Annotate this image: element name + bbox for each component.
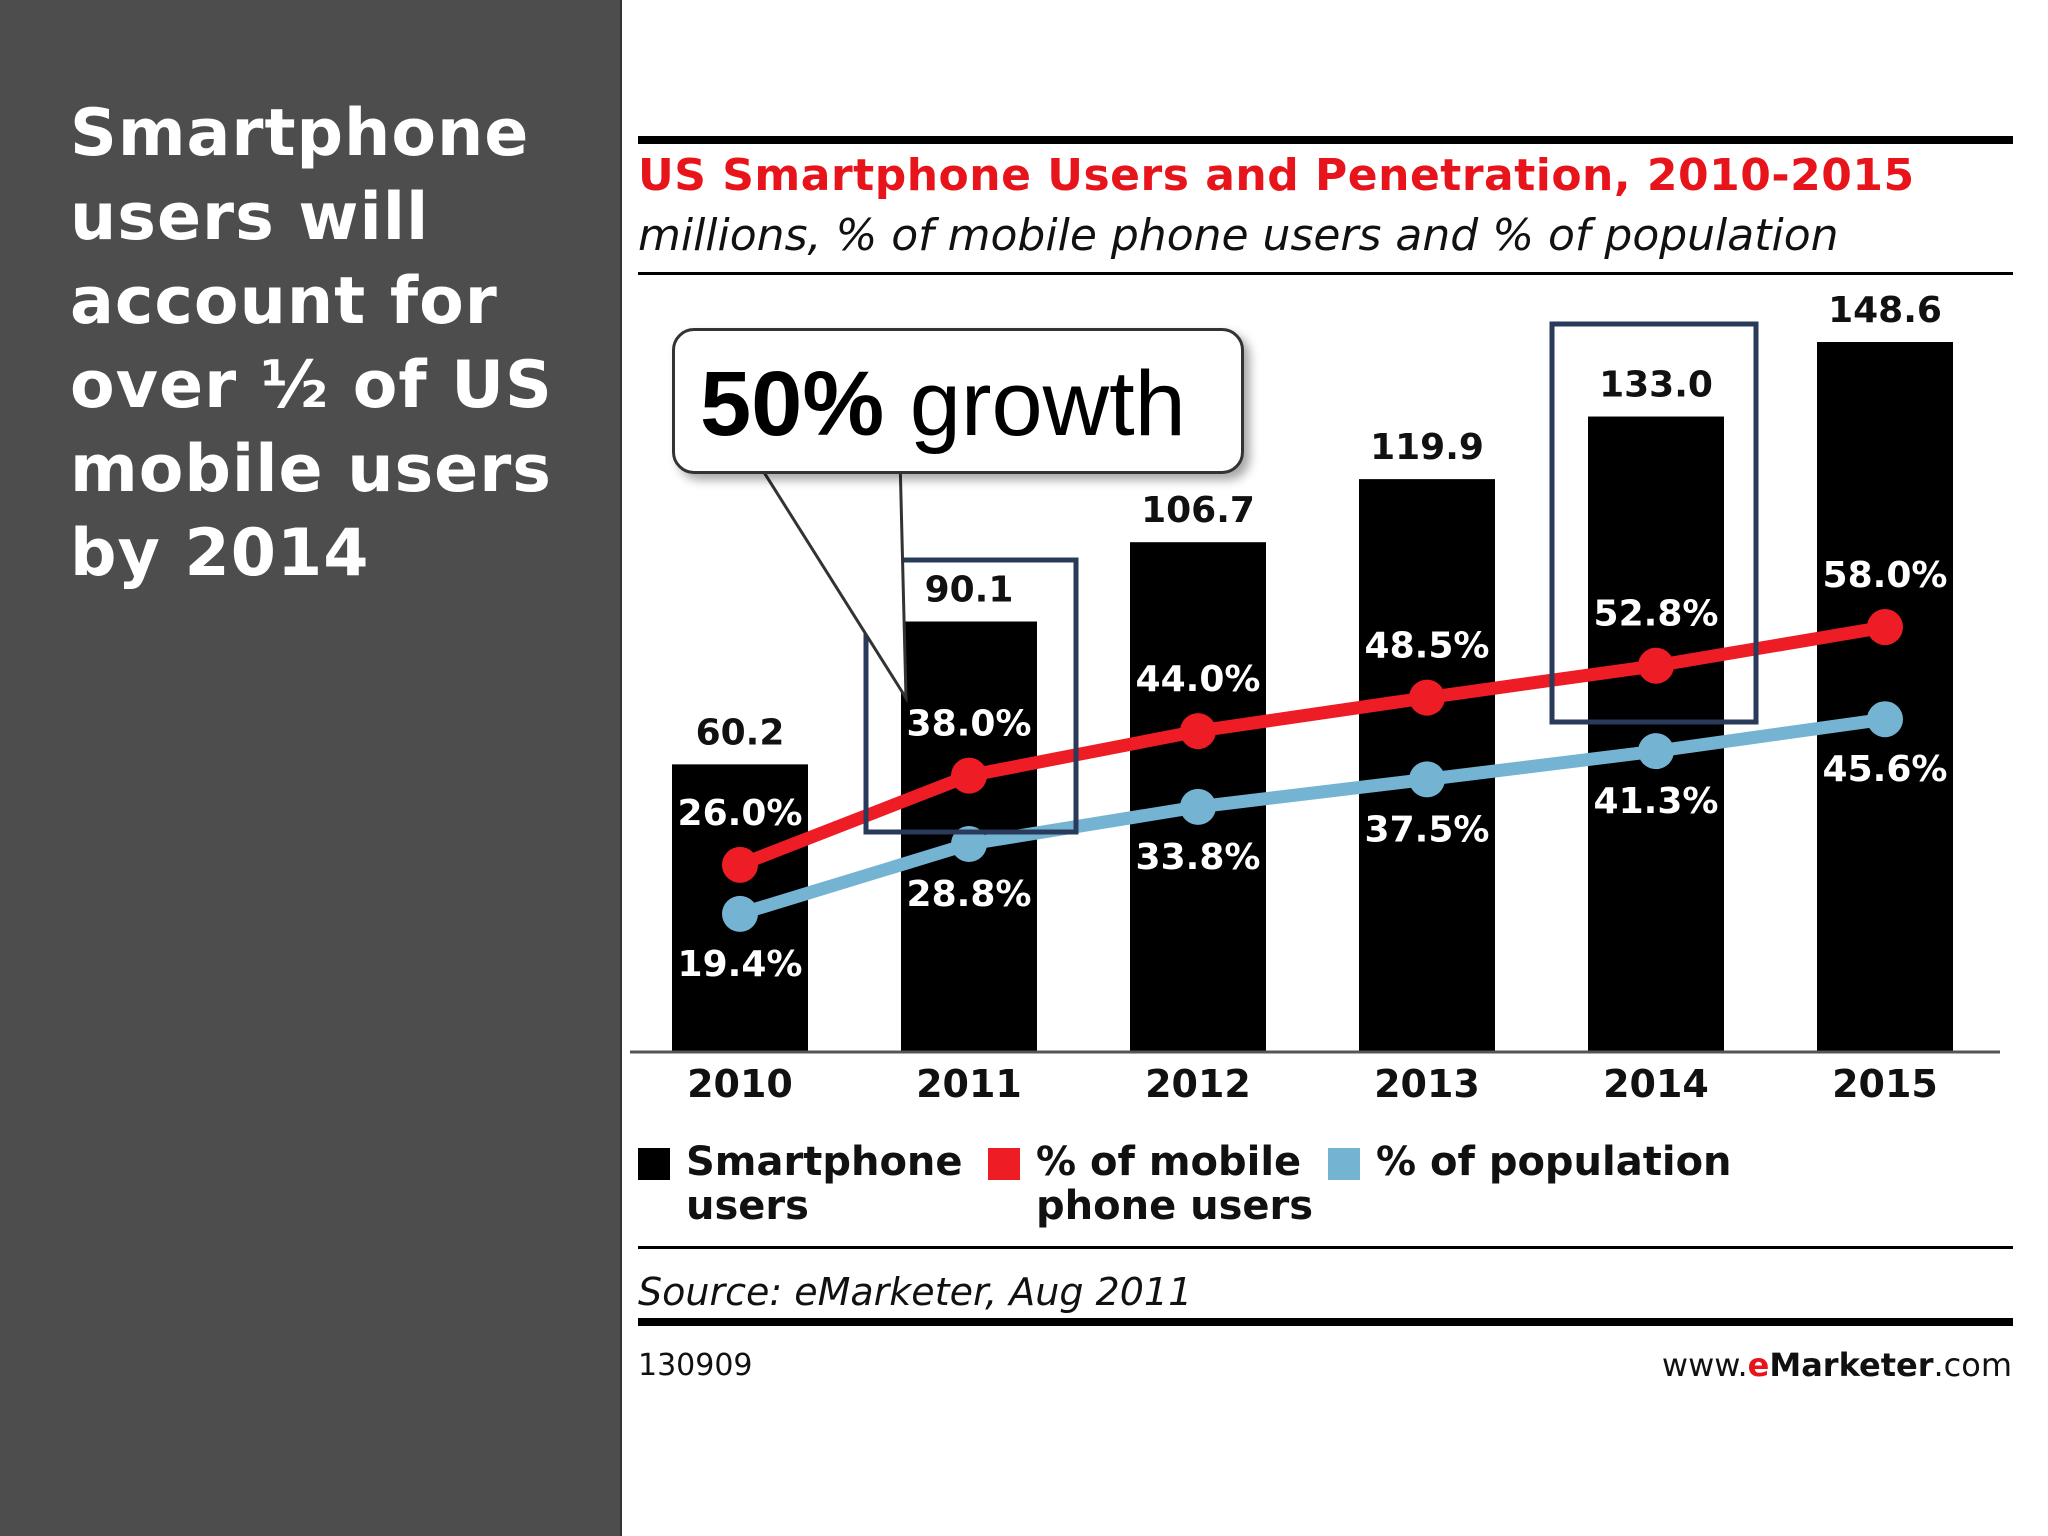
population-pct-label-2011: 28.8% [907,874,1032,915]
x-tick-label-2015: 2015 [1832,1062,1938,1106]
site-url-e: e [1747,1346,1770,1384]
mobile-pct-label-2012: 44.0% [1136,659,1261,700]
legend-swatch-population [1328,1148,1360,1180]
x-tick-label-2014: 2014 [1603,1062,1709,1106]
callout-rest: growth [884,353,1186,455]
x-tick-label-2012: 2012 [1145,1062,1251,1106]
mobile-pct-point-2015 [1867,609,1903,646]
population-pct-point-2012 [1180,788,1216,825]
legend-label-smartphone-users: Smartphone users [686,1139,963,1229]
mobile-pct-line [737,620,1887,871]
bar-2015 [1817,342,1953,1052]
population-pct-point-2015 [1867,701,1903,738]
mobile-pct-point-2010 [722,846,758,883]
legend-swatch-mobile-phone-users [988,1148,1020,1180]
bar-value-label-2012: 106.7 [1141,490,1255,531]
source-note: Source: eMarketer, Aug 2011 [638,1270,1193,1314]
legend-item-population: % of population [1328,1140,1732,1184]
legend-item-mobile-phone-users: % of mobile phone users [988,1140,1313,1228]
headline: Smartphone users will account for over ½… [70,96,553,591]
bar-value-label-2011: 90.1 [925,570,1014,611]
population-pct-point-2010 [722,895,758,932]
mobile-pct-point-2013 [1409,679,1445,716]
highlight-box-2011 [863,557,1079,835]
mobile-pct-label-2015: 58.0% [1823,555,1948,596]
population-pct-label-2010: 19.4% [678,944,803,985]
legend-label-population: % of population [1376,1139,1732,1185]
mobile-pct-label-2013: 48.5% [1365,626,1490,667]
x-tick-label-2013: 2013 [1374,1062,1480,1106]
population-pct-label-2014: 41.3% [1594,781,1719,822]
population-pct-label-2012: 33.8% [1136,837,1261,878]
mobile-pct-label-2011: 38.0% [907,704,1032,745]
highlight-box-2014 [1549,321,1759,725]
site-url-suffix: .com [1933,1346,2012,1384]
x-tick-label-2010: 2010 [687,1062,793,1106]
mobile-pct-point-2014 [1638,647,1674,684]
bar-value-label-2010: 60.2 [696,712,785,753]
chart-title: US Smartphone Users and Penetration, 201… [638,150,1915,201]
legend-swatch-smartphone-users [638,1148,670,1180]
bar-value-label-2014: 133.0 [1599,365,1713,406]
bar-value-label-2013: 119.9 [1370,427,1484,468]
population-pct-point-2013 [1409,761,1445,798]
legend-item-smartphone-users: Smartphone users [638,1140,963,1228]
callout-bubble [672,328,1244,474]
subtitle-rule [638,272,2013,275]
left-panel: Smartphone users will account for over ½… [0,0,622,1536]
chart-id: 130909 [638,1348,753,1383]
callout-pointer [752,456,908,704]
site-url[interactable]: www.eMarketer.com [1662,1346,2012,1384]
site-url-prefix: www. [1661,1346,1748,1384]
mobile-pct-label-2010: 26.0% [678,793,803,834]
bar-value-label-2015: 148.6 [1828,290,1942,331]
bottom-rule [638,1318,2013,1326]
mobile-pct-point-2012 [1180,713,1216,750]
population-pct-point-2011 [951,826,987,863]
legend-rule [638,1246,2013,1249]
population-pct-label-2015: 45.6% [1823,749,1948,790]
callout-text: 50% growth [700,352,1186,457]
callout-bold: 50% [700,353,885,455]
chart-subtitle: millions, % of mobile phone users and % … [638,210,1839,261]
x-tick-label-2011: 2011 [916,1062,1022,1106]
population-pct-label-2013: 37.5% [1365,809,1490,850]
population-pct-line [738,712,1886,921]
mobile-pct-point-2011 [951,757,987,794]
legend-label-mobile-phone-users: % of mobile phone users [1036,1139,1314,1229]
population-pct-point-2014 [1638,733,1674,770]
mobile-pct-label-2014: 52.8% [1594,594,1719,635]
site-url-brand: Marketer [1769,1346,1934,1384]
top-rule [638,136,2013,144]
